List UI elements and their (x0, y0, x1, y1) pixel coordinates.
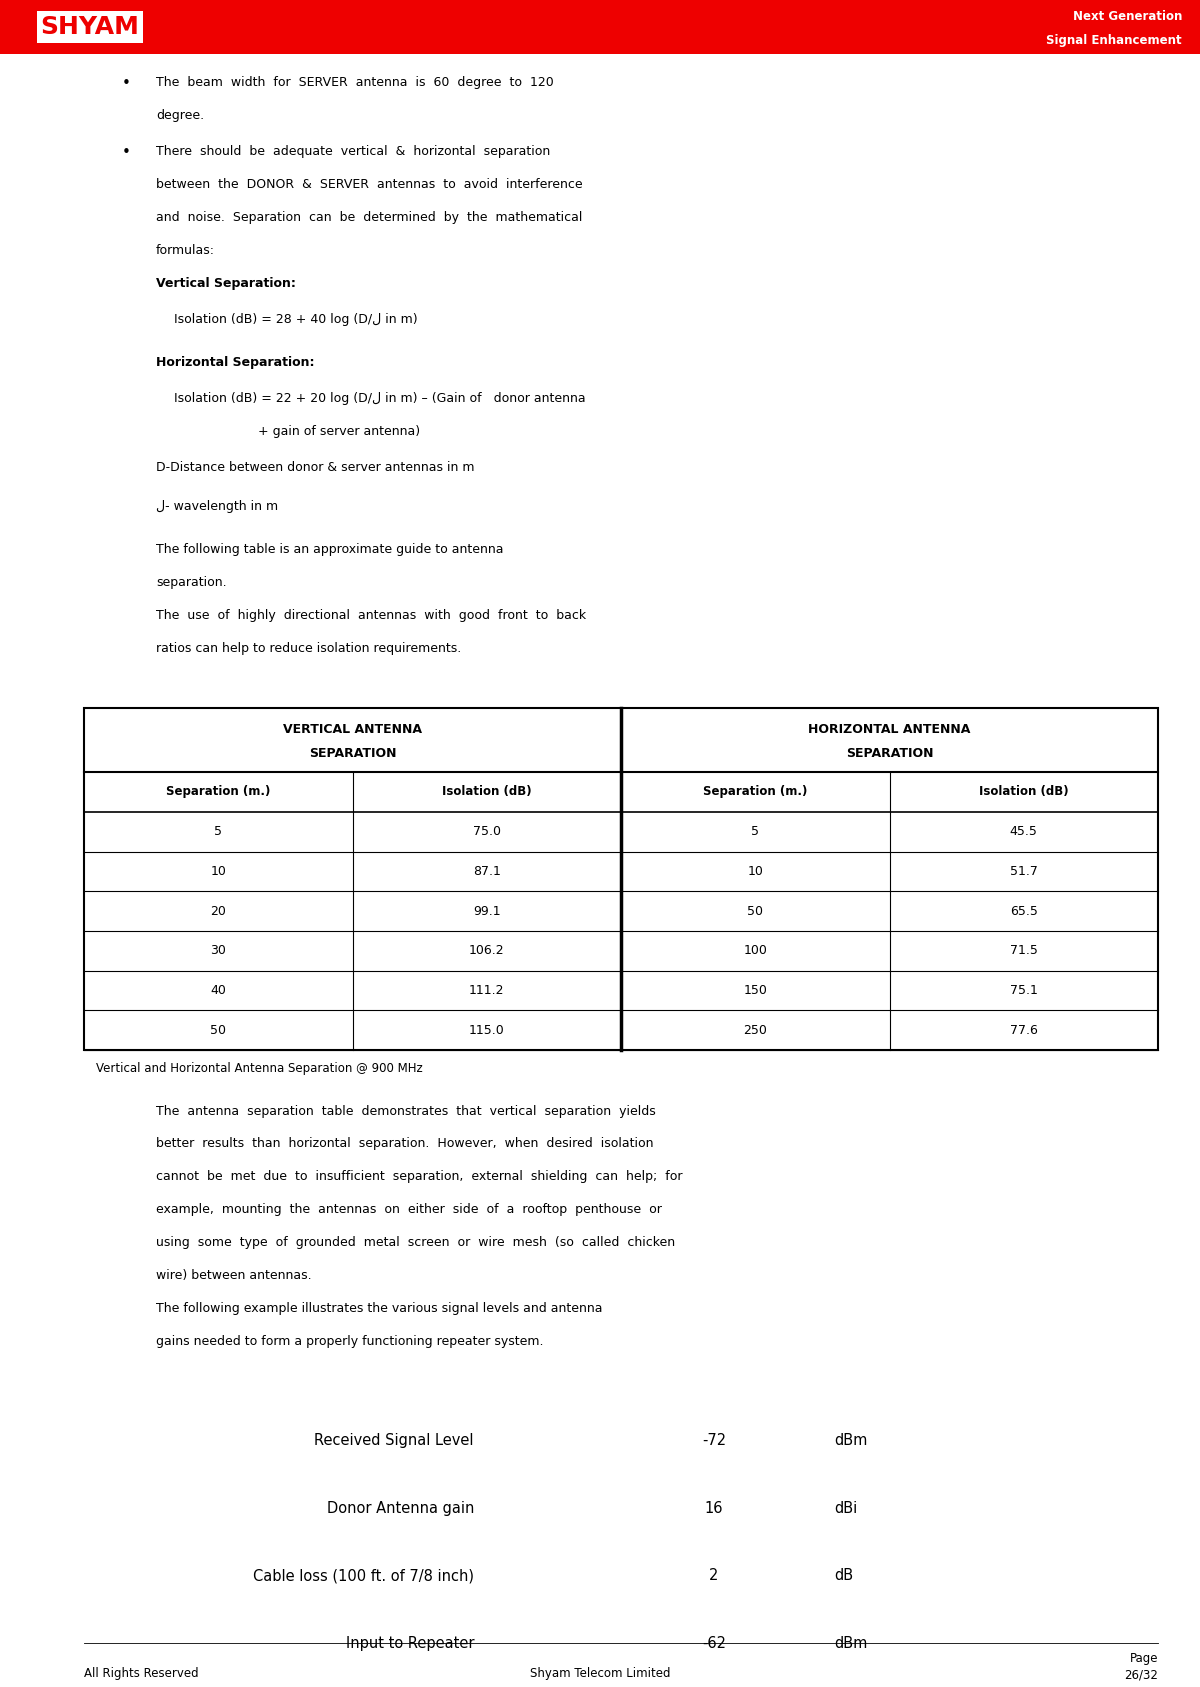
Text: 77.6: 77.6 (1010, 1024, 1038, 1038)
Text: There  should  be  adequate  vertical  &  horizontal  separation: There should be adequate vertical & hori… (156, 145, 551, 159)
Text: Page
26/32: Page 26/32 (1124, 1652, 1158, 1682)
Text: 65.5: 65.5 (1010, 904, 1038, 918)
Text: using  some  type  of  grounded  metal  screen  or  wire  mesh  (so  called  chi: using some type of grounded metal screen… (156, 1237, 676, 1248)
Text: gains needed to form a properly functioning repeater system.: gains needed to form a properly function… (156, 1334, 544, 1348)
Text: 51.7: 51.7 (1010, 865, 1038, 879)
Text: 111.2: 111.2 (469, 984, 504, 997)
Text: Shyam Telecom Limited: Shyam Telecom Limited (529, 1667, 671, 1680)
Text: and  noise.  Separation  can  be  determined  by  the  mathematical: and noise. Separation can be determined … (156, 211, 582, 224)
Text: dBm: dBm (834, 1636, 868, 1652)
Text: example,  mounting  the  antennas  on  either  side  of  a  rooftop  penthouse  : example, mounting the antennas on either… (156, 1203, 662, 1216)
Text: The  antenna  separation  table  demonstrates  that  vertical  separation  yield: The antenna separation table demonstrate… (156, 1105, 655, 1117)
Text: •: • (121, 145, 131, 160)
Bar (12, 3, 186, 51)
Text: Isolation (dB) = 22 + 20 log (D/ل in m) – (Gain of   donor antenna: Isolation (dB) = 22 + 20 log (D/ل in m) … (174, 391, 586, 405)
Text: HORIZONTAL ANTENNA: HORIZONTAL ANTENNA (809, 724, 971, 737)
Text: 115.0: 115.0 (469, 1024, 505, 1038)
Text: 50: 50 (748, 904, 763, 918)
Text: 75.0: 75.0 (473, 825, 500, 838)
Text: Vertical and Horizontal Antenna Separation @ 900 MHz: Vertical and Horizontal Antenna Separati… (96, 1061, 422, 1075)
Text: Separation (m.): Separation (m.) (703, 786, 808, 798)
Text: 40: 40 (210, 984, 226, 997)
Text: Input to Repeater: Input to Repeater (346, 1636, 474, 1652)
Text: 5: 5 (215, 825, 222, 838)
Text: SHYAM: SHYAM (41, 15, 139, 39)
Text: ratios can help to reduce isolation requirements.: ratios can help to reduce isolation requ… (156, 641, 461, 655)
Text: 106.2: 106.2 (469, 945, 504, 958)
Text: Signal Enhancement: Signal Enhancement (1046, 34, 1182, 47)
Text: Separation (m.): Separation (m.) (166, 786, 270, 798)
Text: SHYAM: SHYAM (41, 15, 139, 39)
Text: -72: -72 (702, 1434, 726, 1449)
Text: VERTICAL ANTENNA: VERTICAL ANTENNA (283, 724, 422, 737)
Text: •: • (121, 76, 131, 91)
Text: 5: 5 (751, 825, 760, 838)
Text: SEPARATION: SEPARATION (308, 747, 396, 761)
Text: D-Distance between donor & server antennas in m: D-Distance between donor & server antenn… (156, 461, 474, 474)
Text: Isolation (dB): Isolation (dB) (442, 786, 532, 798)
Text: -62: -62 (702, 1636, 726, 1652)
Text: ل- wavelength in m: ل- wavelength in m (156, 501, 278, 513)
Text: Isolation (dB) = 28 + 40 log (D/ل in m): Isolation (dB) = 28 + 40 log (D/ل in m) (174, 312, 418, 326)
Text: 2: 2 (709, 1569, 719, 1584)
Text: 50: 50 (210, 1024, 227, 1038)
Text: 75.1: 75.1 (1010, 984, 1038, 997)
Text: cannot  be  met  due  to  insufficient  separation,  external  shielding  can  h: cannot be met due to insufficient separa… (156, 1171, 683, 1183)
Text: 87.1: 87.1 (473, 865, 500, 879)
Text: 45.5: 45.5 (1010, 825, 1038, 838)
Text: 150: 150 (743, 984, 767, 997)
Bar (84, 707, 1158, 1049)
Text: SEPARATION: SEPARATION (846, 747, 934, 761)
Text: dBi: dBi (834, 1501, 857, 1517)
Text: Received Signal Level: Received Signal Level (314, 1434, 474, 1449)
Text: 250: 250 (743, 1024, 767, 1038)
Text: formulas:: formulas: (156, 243, 215, 256)
Text: 100: 100 (743, 945, 767, 958)
Text: All Rights Reserved: All Rights Reserved (84, 1667, 199, 1680)
Text: Donor Antenna gain: Donor Antenna gain (326, 1501, 474, 1517)
Text: The  beam  width  for  SERVER  antenna  is  60  degree  to  120: The beam width for SERVER antenna is 60 … (156, 76, 553, 89)
Text: 20: 20 (210, 904, 226, 918)
Text: 10: 10 (748, 865, 763, 879)
Text: Cable loss (100 ft. of 7/8 inch): Cable loss (100 ft. of 7/8 inch) (253, 1569, 474, 1584)
Text: 30: 30 (210, 945, 226, 958)
Text: 99.1: 99.1 (473, 904, 500, 918)
Text: The following example illustrates the various signal levels and antenna: The following example illustrates the va… (156, 1302, 602, 1314)
Text: dBm: dBm (834, 1434, 868, 1449)
Text: Next Generation: Next Generation (1073, 10, 1182, 22)
Text: Horizontal Separation:: Horizontal Separation: (156, 356, 314, 368)
Text: 10: 10 (210, 865, 226, 879)
Text: 71.5: 71.5 (1010, 945, 1038, 958)
Text: better  results  than  horizontal  separation.  However,  when  desired  isolati: better results than horizontal separatio… (156, 1137, 654, 1151)
Text: degree.: degree. (156, 110, 204, 121)
Text: Vertical Separation:: Vertical Separation: (156, 277, 296, 290)
Text: wire) between antennas.: wire) between antennas. (156, 1269, 312, 1282)
Text: The following table is an approximate guide to antenna: The following table is an approximate gu… (156, 543, 504, 557)
Text: separation.: separation. (156, 575, 227, 589)
Text: between  the  DONOR  &  SERVER  antennas  to  avoid  interference: between the DONOR & SERVER antennas to a… (156, 177, 583, 191)
Text: 16: 16 (704, 1501, 724, 1517)
Bar (0, 0, 1200, 54)
Text: The  use  of  highly  directional  antennas  with  good  front  to  back: The use of highly directional antennas w… (156, 609, 586, 623)
Text: dB: dB (834, 1569, 853, 1584)
Text: + gain of server antenna): + gain of server antenna) (174, 425, 420, 437)
Text: Isolation (dB): Isolation (dB) (979, 786, 1068, 798)
